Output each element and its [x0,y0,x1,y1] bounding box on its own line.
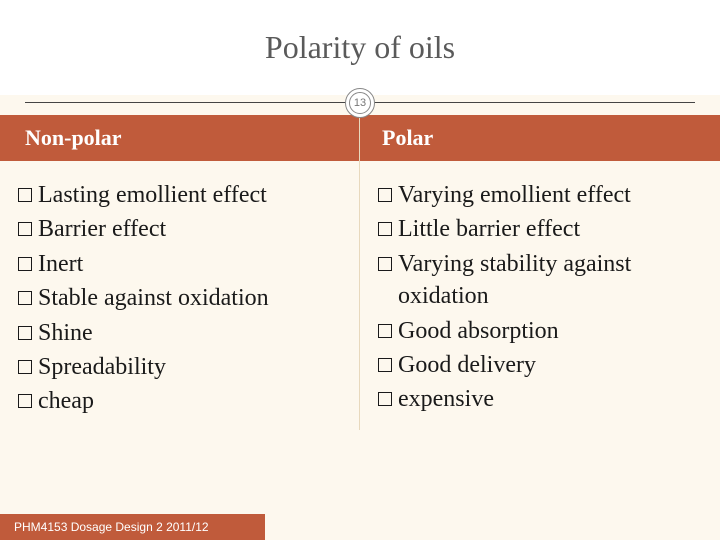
checkbox-icon [378,324,392,338]
slide-number: 13 [349,92,371,114]
list-item: Varying emollient effect [378,179,702,211]
checkbox-icon [18,188,32,202]
list-item: Shine [18,317,341,349]
list-item: Stable against oxidation [18,282,341,314]
list-item: Barrier effect [18,213,341,245]
header-nonpolar: Non-polar [0,115,360,161]
checkbox-icon [378,188,392,202]
list-item: Lasting emollient effect [18,179,341,211]
checkbox-icon [18,360,32,374]
item-text: cheap [38,385,94,417]
checkbox-icon [378,358,392,372]
item-text: Good absorption [398,315,559,347]
checkbox-icon [18,222,32,236]
checkbox-icon [378,257,392,271]
item-text: Little barrier effect [398,213,580,245]
item-text: Shine [38,317,93,349]
slide-number-badge: 13 [345,88,375,118]
list-item: expensive [378,383,702,415]
list-item: Spreadability [18,351,341,383]
footer-text: PHM4153 Dosage Design 2 2011/12 [14,520,209,534]
title-area: Polarity of oils [0,0,720,95]
list-item: Good absorption [378,315,702,347]
item-text: Inert [38,248,83,280]
list-item: Inert [18,248,341,280]
checkbox-icon [18,291,32,305]
item-text: expensive [398,383,494,415]
item-text: Varying stability against oxidation [398,248,702,313]
polar-cell: Varying emollient effect Little barrier … [360,161,720,430]
item-text: Lasting emollient effect [38,179,267,211]
nonpolar-cell: Lasting emollient effect Barrier effect … [0,161,360,430]
slide-title: Polarity of oils [265,29,455,66]
item-text: Stable against oxidation [38,282,269,314]
table-content-row: Lasting emollient effect Barrier effect … [0,161,720,430]
checkbox-icon [18,326,32,340]
footer-bar: PHM4153 Dosage Design 2 2011/12 [0,514,265,540]
item-text: Varying emollient effect [398,179,631,211]
item-text: Spreadability [38,351,166,383]
checkbox-icon [18,394,32,408]
checkbox-icon [378,392,392,406]
item-text: Barrier effect [38,213,166,245]
divider: 13 [0,88,720,118]
header-polar: Polar [360,115,720,161]
list-item: cheap [18,385,341,417]
list-item: Varying stability against oxidation [378,248,702,313]
list-item: Good delivery [378,349,702,381]
item-text: Good delivery [398,349,536,381]
list-item: Little barrier effect [378,213,702,245]
checkbox-icon [18,257,32,271]
checkbox-icon [378,222,392,236]
table-header-row: Non-polar Polar [0,115,720,161]
